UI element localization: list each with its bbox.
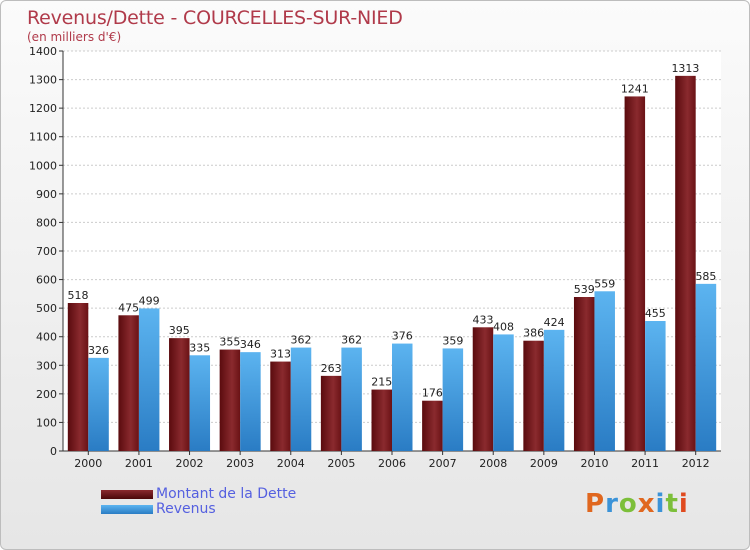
- x-tick-label: 2009: [530, 457, 558, 470]
- data-label-revenus-2001: 499: [139, 294, 160, 307]
- data-label-revenus-2004: 362: [291, 334, 312, 347]
- y-tick-label: 900: [36, 188, 57, 201]
- bar-revenus-2004: [290, 347, 312, 451]
- logo-letter: r: [605, 489, 619, 519]
- bar-revenus-2012: [695, 283, 717, 451]
- bar-dette-2000: [67, 303, 89, 451]
- x-tick-label: 2011: [631, 457, 659, 470]
- data-label-revenus-2005: 362: [341, 334, 362, 347]
- x-tick-label: 2000: [74, 457, 102, 470]
- bar-dette-2009: [523, 340, 544, 451]
- y-tick-label: 600: [36, 274, 57, 287]
- bar-dette-2012: [675, 75, 696, 451]
- y-tick-label: 1300: [29, 74, 57, 87]
- bar-dette-2003: [219, 349, 241, 451]
- data-label-dette-2006: 215: [371, 376, 392, 389]
- legend-label-revenus: Revenus: [156, 501, 216, 517]
- bar-revenus-2005: [341, 347, 362, 451]
- logo-letter: o: [618, 489, 638, 519]
- y-tick-label: 800: [36, 216, 57, 229]
- data-label-revenus-2012: 585: [695, 270, 716, 283]
- data-label-revenus-2008: 408: [493, 320, 514, 333]
- x-tick-label: 2008: [479, 457, 507, 470]
- data-label-revenus-2000: 326: [88, 344, 109, 357]
- legend-swatch-dette: [101, 490, 153, 499]
- data-label-dette-2012: 1313: [671, 62, 699, 75]
- logo-letter: i: [655, 489, 666, 519]
- x-tick-label: 2001: [125, 457, 153, 470]
- x-tick-label: 2010: [580, 457, 608, 470]
- x-tick-label: 2004: [277, 457, 305, 470]
- data-label-dette-2000: 518: [68, 289, 89, 302]
- data-label-dette-2004: 313: [270, 348, 291, 361]
- bar-revenus-2000: [88, 357, 109, 451]
- bar-revenus-2006: [392, 343, 413, 451]
- data-label-dette-2011: 1241: [621, 82, 649, 95]
- data-label-dette-2007: 176: [422, 387, 443, 400]
- data-label-dette-2002: 395: [169, 324, 190, 337]
- y-tick-label: 100: [36, 416, 57, 429]
- data-label-revenus-2011: 455: [645, 307, 666, 320]
- data-label-dette-2005: 263: [321, 362, 342, 375]
- data-label-dette-2008: 433: [472, 313, 493, 326]
- y-tick-label: 1200: [29, 102, 57, 115]
- bar-dette-2006: [371, 389, 392, 451]
- x-tick-label: 2003: [226, 457, 254, 470]
- bar-revenus-2010: [594, 291, 615, 451]
- chart-subtitle: (en milliers d'€): [27, 30, 122, 44]
- data-label-revenus-2002: 335: [189, 341, 210, 354]
- data-label-dette-2009: 386: [523, 327, 544, 340]
- bar-revenus-2008: [493, 334, 514, 451]
- x-tick-label: 2006: [378, 457, 406, 470]
- logo-letter: i: [678, 489, 689, 519]
- legend-label-dette: Montant de la Dette: [156, 486, 297, 502]
- bar-dette-2007: [422, 400, 443, 451]
- bar-dette-2004: [270, 361, 291, 451]
- x-tick-label: 2005: [327, 457, 355, 470]
- y-tick-label: 500: [36, 302, 57, 315]
- logo-letter: t: [665, 489, 679, 519]
- y-tick-label: 1100: [29, 131, 57, 144]
- x-tick-label: 2002: [176, 457, 204, 470]
- bar-revenus-2007: [442, 348, 464, 451]
- data-label-dette-2003: 355: [219, 336, 240, 349]
- bar-dette-2011: [624, 96, 646, 451]
- bar-revenus-2001: [138, 308, 160, 451]
- y-tick-label: 300: [36, 359, 57, 372]
- y-tick-label: 700: [36, 245, 57, 258]
- bar-dette-2005: [320, 375, 342, 451]
- data-label-revenus-2003: 346: [240, 338, 261, 351]
- data-label-revenus-2009: 424: [544, 316, 565, 329]
- bar-revenus-2003: [240, 352, 261, 451]
- proxiti-logo: Proxiti: [585, 489, 689, 519]
- y-tick-label: 400: [36, 331, 57, 344]
- bar-dette-2001: [118, 315, 139, 451]
- bar-dette-2008: [472, 327, 494, 451]
- logo-letter: x: [637, 489, 656, 519]
- bar-revenus-2009: [543, 329, 565, 451]
- bar-dette-2010: [573, 297, 595, 451]
- data-label-dette-2001: 475: [118, 301, 139, 314]
- y-tick-label: 1400: [29, 45, 57, 58]
- bar-revenus-2011: [645, 321, 666, 451]
- y-tick-label: 200: [36, 388, 57, 401]
- data-label-revenus-2006: 376: [392, 330, 413, 343]
- x-tick-label: 2007: [429, 457, 457, 470]
- data-label-dette-2010: 539: [574, 283, 595, 296]
- logo-letter: P: [585, 489, 606, 519]
- y-tick-label: 0: [50, 445, 57, 458]
- data-label-revenus-2010: 559: [594, 277, 615, 290]
- legend-swatch-revenus: [101, 505, 153, 514]
- bar-dette-2002: [169, 338, 190, 451]
- y-tick-label: 1000: [29, 159, 57, 172]
- data-label-revenus-2007: 359: [442, 334, 463, 347]
- chart-title: Revenus/Dette - COURCELLES-SUR-NIED: [27, 7, 403, 29]
- x-tick-label: 2012: [682, 457, 710, 470]
- bar-revenus-2002: [189, 355, 211, 451]
